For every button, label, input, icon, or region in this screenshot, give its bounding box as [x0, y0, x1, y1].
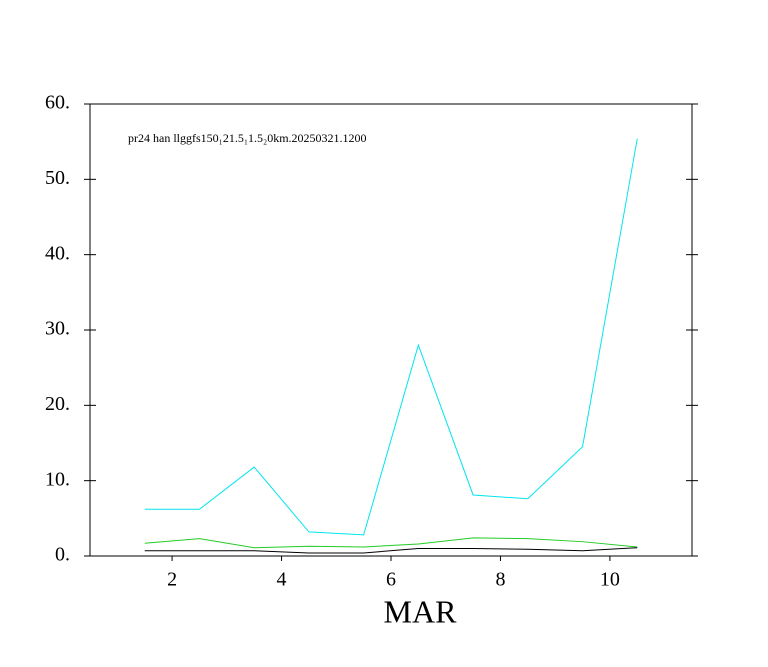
x-tick-label: 10: [600, 569, 620, 591]
plot-frame: [89, 103, 693, 557]
data-line: [144, 537, 638, 549]
x-tick-label: 2: [167, 569, 177, 591]
chart-title: pr24 han llggfs150₁21.5₁1.5₂0km.20250321…: [128, 131, 367, 145]
x-tick-label: 8: [495, 569, 505, 591]
x-tick-label: 4: [277, 569, 287, 591]
y-tick-label: 20.: [45, 393, 70, 415]
y-tick-label: 10.: [45, 468, 70, 490]
x-axis-label: MAR: [384, 593, 458, 629]
data-line: [144, 138, 638, 536]
data-line: [144, 547, 638, 554]
y-tick-label: 40.: [45, 242, 70, 264]
y-tick-label: 50.: [45, 167, 70, 189]
y-tick-label: 60.: [45, 92, 70, 114]
y-tick-label: 0.: [55, 544, 70, 566]
x-tick-label: 6: [386, 569, 396, 591]
y-tick-label: 30.: [45, 318, 70, 340]
